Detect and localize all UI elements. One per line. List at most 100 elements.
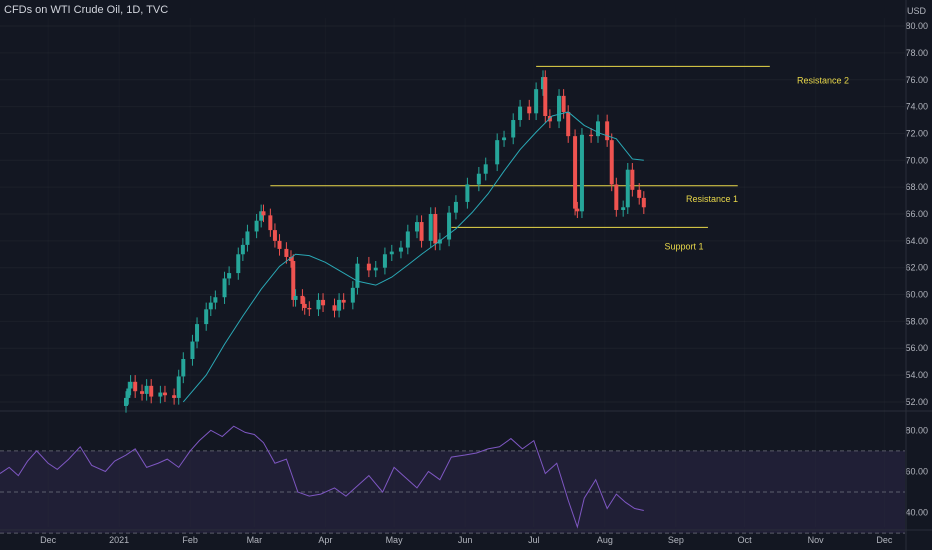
candle-body — [144, 385, 149, 394]
candle-body — [419, 222, 424, 241]
candle-body — [495, 140, 500, 165]
candle-body — [158, 392, 163, 397]
candle-body — [476, 173, 481, 185]
candle-body — [293, 295, 298, 300]
candle-body — [204, 309, 209, 325]
candle-body — [268, 215, 273, 231]
candle-body — [236, 254, 241, 274]
candle-body — [126, 388, 131, 398]
candle-body — [350, 287, 355, 303]
candle-body — [259, 211, 264, 221]
candle-body — [240, 244, 245, 255]
candle-body — [162, 392, 167, 396]
candle-body — [630, 169, 635, 190]
candle-body — [534, 89, 539, 114]
price-tick-label: 68.00 — [905, 182, 928, 192]
candle-body — [213, 297, 218, 303]
candle-body — [227, 273, 232, 279]
time-tick-label: Feb — [182, 535, 198, 545]
candle-body — [414, 222, 419, 232]
time-tick-label: Oct — [738, 535, 753, 545]
price-tick-label: 60.00 — [905, 290, 928, 300]
candle-body — [605, 121, 610, 141]
candle-body — [465, 184, 470, 202]
price-tick-label: 52.00 — [905, 397, 928, 407]
candle-body — [405, 231, 410, 248]
candle-body — [437, 239, 442, 244]
candle-body — [589, 134, 594, 137]
price-tick-label: 80.00 — [905, 21, 928, 31]
level-label: Support 1 — [664, 241, 703, 251]
candle-body — [621, 207, 626, 210]
candle-body — [527, 106, 532, 114]
price-tick-label: 54.00 — [905, 370, 928, 380]
candle-body — [566, 111, 571, 137]
price-tick-label: 56.00 — [905, 343, 928, 353]
candle-body — [453, 201, 458, 213]
candle-body — [575, 208, 580, 212]
candle-body — [277, 240, 282, 249]
moving-average-line — [182, 111, 644, 403]
candle-body — [316, 299, 321, 310]
candle-body — [272, 230, 277, 241]
candle-body — [254, 220, 259, 232]
time-tick-label: 2021 — [109, 535, 129, 545]
price-tick-label: 62.00 — [905, 263, 928, 273]
candle-body — [502, 137, 507, 141]
candle-body — [518, 106, 523, 121]
time-tick-label: Aug — [597, 535, 613, 545]
rsi-tick-label: 40.00 — [905, 508, 928, 518]
price-tick-label: 78.00 — [905, 48, 928, 58]
candle-body — [637, 189, 642, 198]
currency-label: USD — [906, 6, 926, 16]
candle-body — [341, 299, 346, 303]
candle-body — [428, 214, 433, 241]
candle-body — [447, 212, 452, 240]
candle-body — [245, 231, 250, 245]
candle-body — [595, 121, 600, 137]
price-tick-label: 72.00 — [905, 128, 928, 138]
candle-body — [181, 358, 186, 377]
rsi-line — [0, 425, 644, 529]
candle-body — [190, 341, 195, 359]
candle-body — [208, 302, 213, 310]
candle-body — [614, 184, 619, 210]
time-tick-label: May — [386, 535, 404, 545]
candle-body — [573, 136, 578, 209]
candle-body — [609, 140, 614, 185]
price-tick-label: 70.00 — [905, 155, 928, 165]
time-tick-label: Sep — [668, 535, 684, 545]
candle-body — [307, 307, 312, 310]
candle-body — [337, 299, 342, 311]
candle-body — [483, 164, 488, 174]
time-tick-label: Dec — [876, 535, 893, 545]
candle-body — [149, 385, 154, 397]
rsi-tick-label: 80.00 — [905, 425, 928, 435]
price-tick-label: 74.00 — [905, 102, 928, 112]
price-tick-label: 66.00 — [905, 209, 928, 219]
candle-body — [355, 263, 360, 288]
candle-body — [433, 214, 438, 244]
candle-body — [543, 77, 548, 116]
candle-body — [625, 169, 630, 208]
candle-body — [579, 134, 584, 212]
candle-body — [300, 295, 305, 304]
candle-body — [382, 254, 387, 268]
chart-title: CFDs on WTI Crude Oil, 1D, TVC — [4, 4, 169, 16]
candle-body — [302, 303, 307, 308]
candle-body — [261, 211, 266, 216]
candle-body — [124, 397, 129, 406]
candle-body — [373, 267, 378, 271]
price-tick-label: 58.00 — [905, 316, 928, 326]
candle-body — [641, 197, 646, 208]
candle-body — [366, 263, 371, 271]
time-tick-label: Jul — [528, 535, 540, 545]
candle-body — [511, 120, 516, 138]
candle-body — [128, 381, 133, 389]
time-tick-label: Jun — [458, 535, 473, 545]
time-tick-label: Dec — [40, 535, 57, 545]
candle-body — [140, 391, 145, 394]
candle-body — [195, 324, 200, 342]
